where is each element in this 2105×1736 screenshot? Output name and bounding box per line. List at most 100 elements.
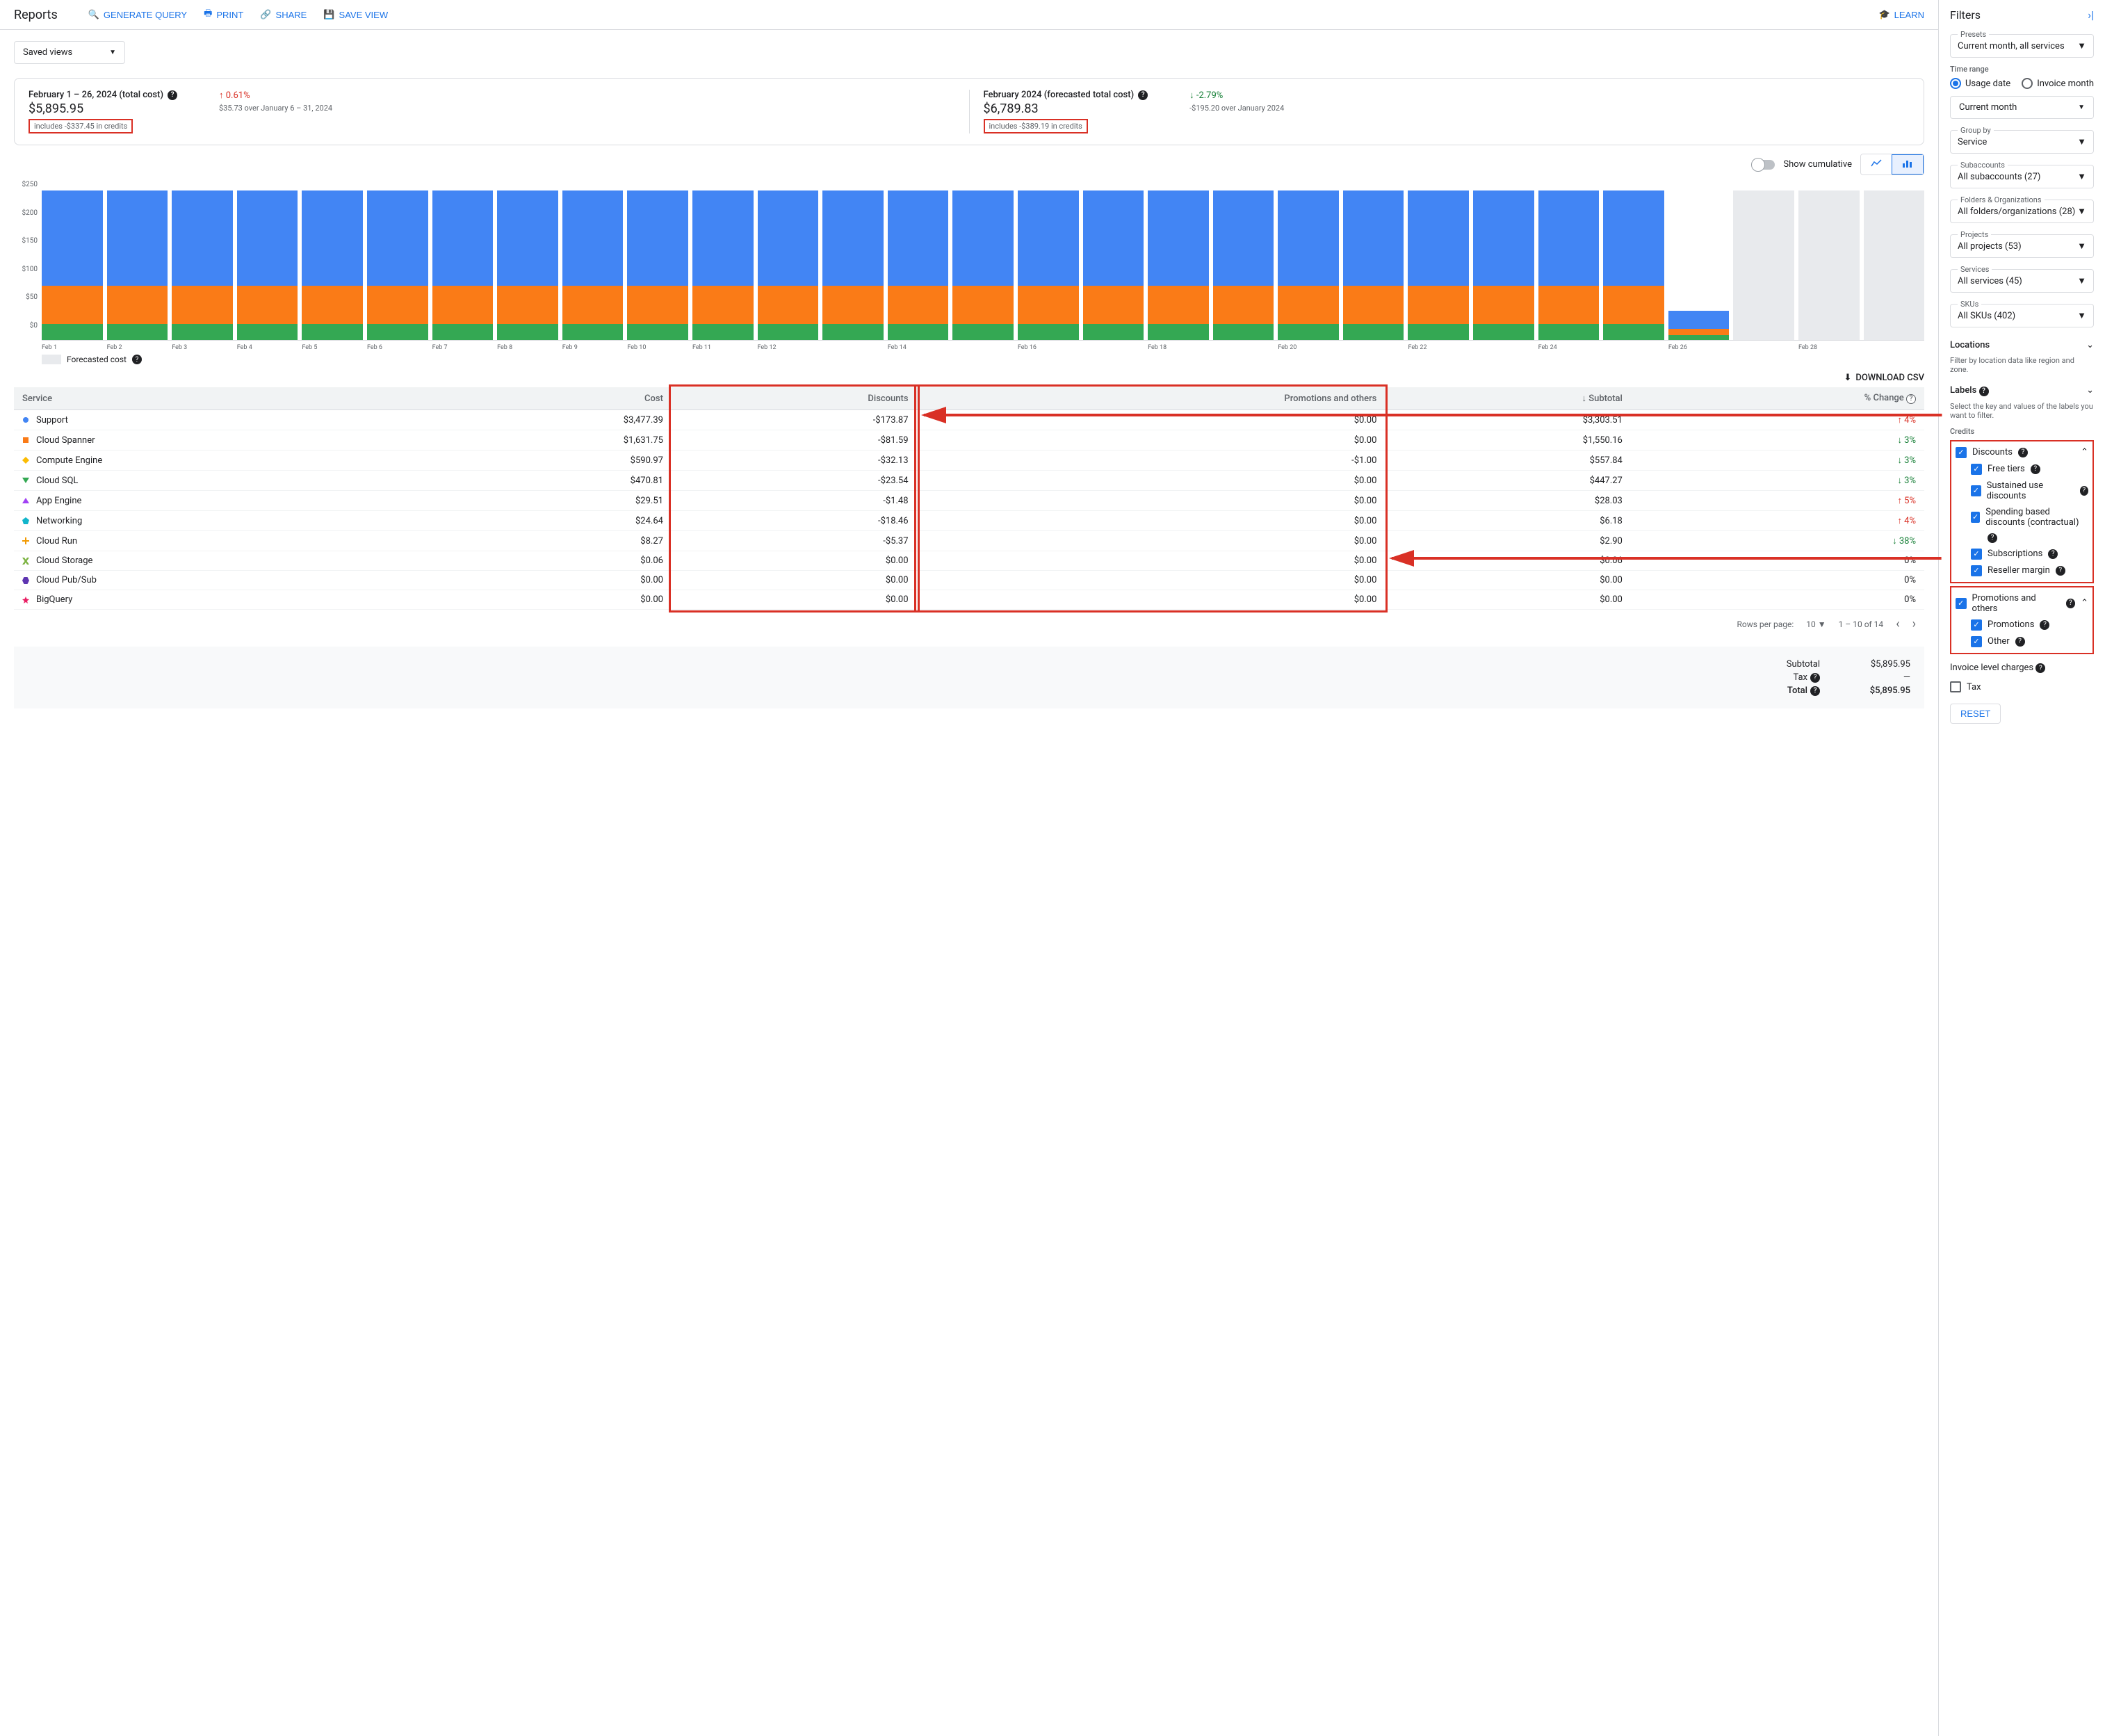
chevron-down-icon: ⌄ xyxy=(2086,340,2094,350)
share-button[interactable]: 🔗SHARE xyxy=(260,9,307,20)
help-icon[interactable]: ? xyxy=(168,90,177,100)
help-icon[interactable]: ? xyxy=(2048,549,2058,559)
spending-checkbox[interactable]: ✓Spending based discounts (contractual) xyxy=(1956,504,2088,530)
group-by-dropdown[interactable]: Service▼ xyxy=(1958,135,2086,149)
help-icon[interactable]: ? xyxy=(2056,566,2065,576)
other-checkbox[interactable]: ✓Other ? xyxy=(1956,633,2088,650)
table-row[interactable]: Networking$24.64-$18.46$0.00$6.18↑ 4% xyxy=(14,511,1924,531)
forecast-value: $6,789.83 xyxy=(984,102,1148,116)
print-icon: 🖶 xyxy=(204,7,212,22)
generate-query-button[interactable]: 🔍GENERATE QUERY xyxy=(88,9,187,20)
usage-date-radio[interactable]: Usage date xyxy=(1950,78,2010,89)
subscriptions-checkbox[interactable]: ✓Subscriptions ? xyxy=(1956,546,2088,562)
rows-per-page-select[interactable]: 10 ▼ xyxy=(1806,619,1826,629)
print-button[interactable]: 🖶PRINT xyxy=(204,7,243,22)
chart-legend: Forecasted cost? xyxy=(42,355,1924,364)
invoice-month-radio[interactable]: Invoice month xyxy=(2022,78,2094,89)
table-row[interactable]: Cloud Storage$0.06$0.00$0.00$0.060% xyxy=(14,551,1924,571)
save-icon: 💾 xyxy=(323,9,334,20)
col-3[interactable]: Promotions and others xyxy=(917,387,1385,410)
actual-value: $5,895.95 xyxy=(29,102,177,116)
services-dropdown[interactable]: All services (45)▼ xyxy=(1958,274,2086,288)
table-row[interactable]: Support$3,477.39-$173.87$0.00$3,303.51↑ … xyxy=(14,410,1924,430)
labels-expand[interactable]: Labels ?⌄ xyxy=(1950,380,2094,402)
prev-page-button[interactable]: ‹ xyxy=(1896,617,1899,631)
help-icon[interactable]: ? xyxy=(1810,673,1820,683)
promotions-others-checkbox[interactable]: ✓Promotions and others ?⌃ xyxy=(1956,590,2088,617)
free-tiers-checkbox[interactable]: ✓Free tiers ? xyxy=(1956,461,2088,478)
actual-delta-note: $35.73 over January 6 – 31, 2024 xyxy=(219,104,332,113)
saved-views-dropdown[interactable]: Saved views▼ xyxy=(14,41,125,64)
help-icon[interactable]: ? xyxy=(1979,387,1989,396)
projects-dropdown[interactable]: All projects (53)▼ xyxy=(1958,239,2086,253)
forecast-credits: includes -$389.19 in credits xyxy=(984,119,1088,133)
chevron-down-icon: ▼ xyxy=(109,49,116,56)
help-icon[interactable]: ? xyxy=(2040,620,2049,630)
actual-title: February 1 – 26, 2024 (total cost) xyxy=(29,90,163,100)
graduation-icon: 🎓 xyxy=(1878,9,1889,20)
help-icon[interactable]: ? xyxy=(1988,533,1997,543)
cumulative-label: Show cumulative xyxy=(1783,159,1852,170)
table-row[interactable]: BigQuery$0.00$0.00$0.00$0.000% xyxy=(14,590,1924,610)
help-icon[interactable]: ? xyxy=(1138,90,1148,100)
download-csv-button[interactable]: ⬇DOWNLOAD CSV xyxy=(1844,373,1924,383)
page-title: Reports xyxy=(14,8,58,22)
tax-checkbox[interactable]: Tax xyxy=(1950,679,2094,695)
forecast-title: February 2024 (forecasted total cost) xyxy=(984,90,1135,100)
subaccounts-dropdown[interactable]: All subaccounts (27)▼ xyxy=(1958,170,2086,184)
help-icon[interactable]: ? xyxy=(132,355,142,364)
collapse-filters-button[interactable]: ›| xyxy=(2088,8,2094,22)
col-0[interactable]: Service xyxy=(14,387,430,410)
forecast-delta-note: -$195.20 over January 2024 xyxy=(1189,104,1284,113)
bar-chart-button[interactable] xyxy=(1892,154,1924,175)
summary-cards: February 1 – 26, 2024 (total cost)? $5,8… xyxy=(14,78,1924,145)
chevron-up-icon: ⌃ xyxy=(2081,447,2088,457)
search-icon: 🔍 xyxy=(88,9,99,20)
col-4[interactable]: ↓ Subtotal xyxy=(1385,387,1630,410)
actual-delta: ↑ 0.61% xyxy=(219,90,332,101)
cost-table: ServiceCostDiscountsPromotions and other… xyxy=(14,387,1924,610)
reset-button[interactable]: RESET xyxy=(1950,704,2001,724)
time-range-dropdown[interactable]: Current month▼ xyxy=(1950,96,2094,119)
col-2[interactable]: Discounts xyxy=(672,387,917,410)
line-chart-button[interactable] xyxy=(1861,154,1892,175)
next-page-button[interactable]: › xyxy=(1912,617,1916,631)
chevron-down-icon: ⌄ xyxy=(2086,385,2094,396)
reseller-checkbox[interactable]: ✓Reseller margin ? xyxy=(1956,562,2088,579)
actual-credits: includes -$337.45 in credits xyxy=(29,119,133,133)
folders-dropdown[interactable]: All folders/organizations (28)▼ xyxy=(1958,204,2086,218)
help-icon[interactable]: ? xyxy=(2018,448,2028,457)
help-icon[interactable]: ? xyxy=(2066,599,2075,608)
help-icon[interactable]: ? xyxy=(2080,486,2088,496)
discounts-checkbox[interactable]: ✓Discounts ?⌃ xyxy=(1956,444,2088,461)
header: Reports 🔍GENERATE QUERY 🖶PRINT 🔗SHARE 💾S… xyxy=(0,0,1938,30)
download-icon: ⬇ xyxy=(1844,373,1851,383)
table-row[interactable]: Cloud Spanner$1,631.75-$81.59$0.00$1,550… xyxy=(14,430,1924,451)
promotions-checkbox[interactable]: ✓Promotions ? xyxy=(1956,617,2088,633)
col-1[interactable]: Cost xyxy=(430,387,672,410)
table-row[interactable]: Compute Engine$590.97-$32.13-$1.00$557.8… xyxy=(14,451,1924,471)
filters-panel: Filters›| PresetsCurrent month, all serv… xyxy=(1938,0,2105,1736)
help-icon[interactable]: ? xyxy=(1810,686,1820,696)
cumulative-toggle[interactable] xyxy=(1753,160,1775,170)
table-pager: Rows per page: 10 ▼ 1 – 10 of 14 ‹ › xyxy=(14,610,1924,638)
col-5[interactable]: % Change ? xyxy=(1631,387,1924,410)
sustained-checkbox[interactable]: ✓Sustained use discounts ? xyxy=(1956,478,2088,504)
locations-expand[interactable]: Locations⌄ xyxy=(1950,334,2094,356)
learn-button[interactable]: 🎓LEARN xyxy=(1878,9,1924,20)
help-icon[interactable]: ? xyxy=(2015,637,2025,647)
forecast-delta: ↓ -2.79% xyxy=(1189,90,1284,101)
save-view-button[interactable]: 💾SAVE VIEW xyxy=(323,9,388,20)
preset-dropdown[interactable]: Current month, all services▼ xyxy=(1958,39,2086,53)
table-row[interactable]: App Engine$29.51-$1.48$0.00$28.03↑ 5% xyxy=(14,491,1924,511)
table-row[interactable]: Cloud Pub/Sub$0.00$0.00$0.00$0.000% xyxy=(14,571,1924,590)
pager-range: 1 – 10 of 14 xyxy=(1839,619,1884,629)
table-row[interactable]: Cloud SQL$470.81-$23.54$0.00$447.27↓ 3% xyxy=(14,471,1924,491)
skus-dropdown[interactable]: All SKUs (402)▼ xyxy=(1958,309,2086,323)
help-icon[interactable]: ? xyxy=(2035,663,2045,673)
cost-chart: $250$200$150$100$50$0 Feb 1Feb 2Feb 3Feb… xyxy=(14,181,1924,341)
table-row[interactable]: Cloud Run$8.27-$5.37$0.00$2.90↓ 38% xyxy=(14,531,1924,551)
help-icon[interactable]: ? xyxy=(2031,464,2040,474)
totals-panel: Subtotal$5,895.95 Tax ?— Total ?$5,895.9… xyxy=(14,647,1924,708)
chevron-up-icon: ⌃ xyxy=(2081,598,2088,608)
